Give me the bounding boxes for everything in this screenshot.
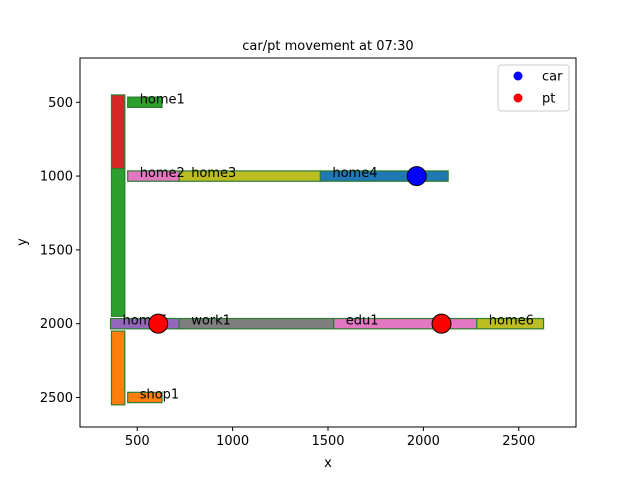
link-label-edu1: edu1 — [346, 314, 379, 329]
y-tick-label: 2000 — [40, 317, 73, 332]
y-tick-label: 2500 — [40, 391, 73, 406]
link-bar-home6 — [476, 317, 545, 330]
legend-label-pt: pt — [542, 92, 555, 107]
y-tick-label: 500 — [48, 96, 73, 111]
x-ticks: 500 1000 1500 2000 2500 — [125, 427, 535, 449]
link-bar-shop1 — [127, 391, 163, 404]
y-axis-label: y — [15, 238, 30, 246]
link-label-home3: home3 — [191, 166, 236, 181]
x-tick-label: 500 — [125, 434, 150, 449]
car-marker-1 — [406, 166, 427, 187]
points-layer — [148, 166, 452, 334]
link-label-home1: home1 — [140, 92, 185, 107]
chart-title: car/pt movement at 07:30 — [242, 39, 413, 54]
y-ticks: 500 1000 1500 2000 2500 — [40, 96, 80, 406]
pt-marker-2 — [431, 313, 452, 334]
x-tick-label: 1500 — [311, 434, 344, 449]
link-bar-segment-0 — [110, 94, 126, 170]
link-bar-segment-1 — [110, 168, 126, 317]
y-tick-label: 1000 — [40, 170, 73, 185]
x-tick-label: 2500 — [502, 434, 535, 449]
x-tick-label: 2000 — [407, 434, 440, 449]
link-label-shop1: shop1 — [140, 387, 180, 402]
links-layer — [109, 94, 545, 406]
link-bar-segment-2 — [110, 330, 126, 406]
link-bar-home4 — [319, 170, 449, 182]
link-label-home4: home4 — [332, 166, 377, 181]
pt-marker-1 — [148, 313, 169, 334]
y-tick-label: 1500 — [40, 243, 73, 258]
link-bar-home1 — [127, 96, 163, 109]
legend-marker-car — [513, 71, 523, 81]
x-axis-label: x — [324, 456, 332, 471]
legend-label-car: car — [542, 70, 563, 85]
link-label-home2: home2 — [140, 166, 185, 181]
legend-marker-pt — [513, 93, 523, 103]
x-tick-label: 1000 — [216, 434, 249, 449]
legend: car pt — [497, 64, 570, 112]
link-label-work1: work1 — [191, 314, 231, 329]
link-label-home6: home6 — [489, 314, 534, 329]
